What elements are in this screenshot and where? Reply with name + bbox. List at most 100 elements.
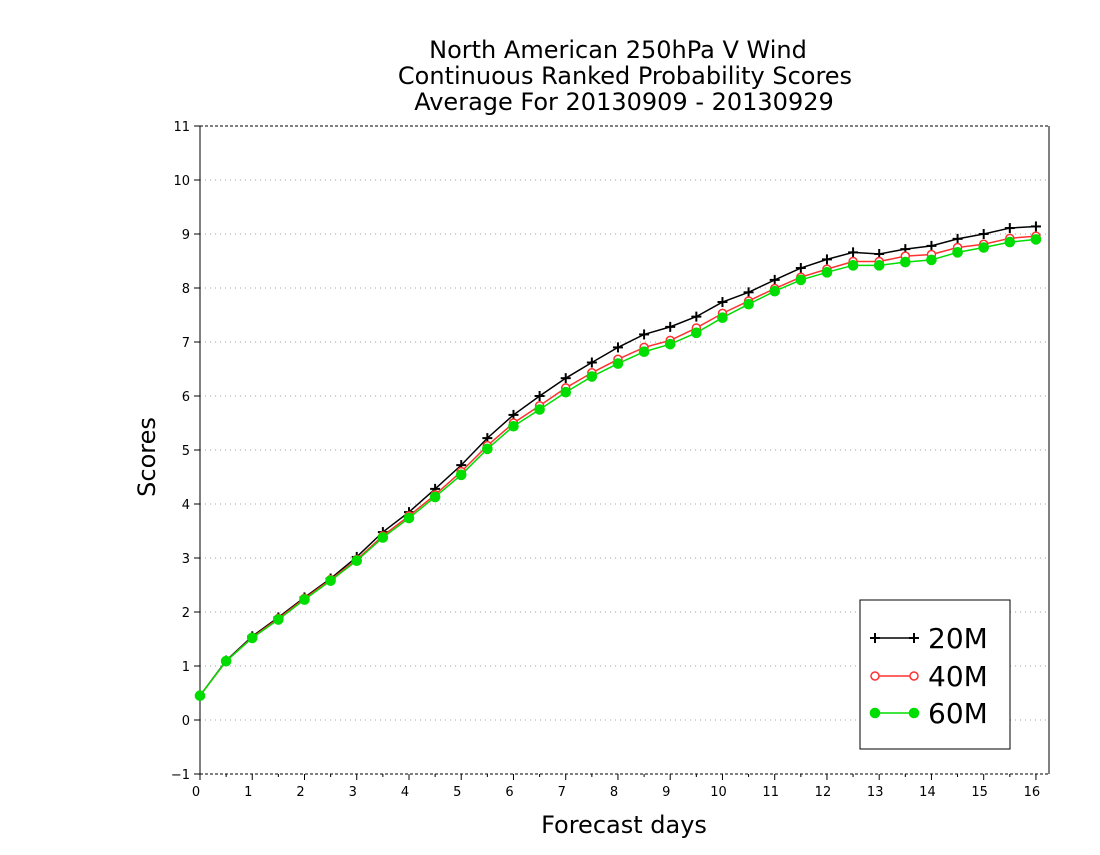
series-60M (194, 234, 1042, 702)
data-point-20M (691, 311, 702, 322)
data-point-20M (848, 247, 859, 258)
data-point-60M (377, 532, 389, 543)
data-point-60M (299, 594, 310, 605)
data-point-60M (455, 469, 467, 481)
data-point-60M (926, 254, 937, 266)
legend-item-40M: 40M (870, 660, 988, 693)
y-tick-label: 2 (182, 606, 190, 621)
data-point-20M (534, 391, 545, 401)
legend-label-60M: 60M (928, 697, 988, 730)
x-tick-label: 4 (401, 785, 409, 800)
data-point-20M (560, 373, 571, 384)
x-tick-label: 7 (558, 785, 566, 800)
y-tick-label: −1 (171, 768, 190, 783)
data-point-60M (691, 327, 702, 339)
data-point-20M (926, 240, 937, 251)
x-tick-label: 6 (505, 785, 513, 800)
data-point-60M (664, 338, 676, 350)
data-point-60M (743, 298, 754, 310)
data-point-60M (795, 274, 807, 286)
data-point-20M (639, 329, 650, 340)
data-point-60M (325, 575, 336, 586)
x-tick-label: 9 (662, 785, 670, 800)
legend: 20M 40M 60M (859, 599, 1011, 750)
data-point-20M (795, 263, 806, 274)
data-point-60M (1030, 234, 1042, 245)
data-point-60M (246, 632, 258, 644)
data-point-20M (769, 274, 780, 285)
data-point-60M (482, 443, 493, 455)
y-tick-label: 4 (182, 498, 190, 513)
x-tick-label: 14 (919, 785, 936, 800)
data-point-60M (769, 285, 781, 297)
data-point-60M (900, 256, 911, 268)
x-tick-label: 3 (349, 785, 357, 800)
x-tick-label: 11 (762, 785, 779, 800)
data-point-20M (665, 321, 676, 332)
x-tick-label: 15 (971, 785, 988, 800)
data-point-60M (978, 242, 989, 253)
data-point-60M (638, 346, 650, 358)
chart-title-line-2: Continuous Ranked Probability Scores (398, 62, 852, 90)
legend-label-20M: 20M (928, 622, 988, 655)
legend-item-60M: 60M (869, 697, 988, 730)
y-tick-label: 3 (182, 552, 190, 567)
legend-marker-start-60M (869, 707, 881, 719)
legend-marker-end-40M (909, 671, 919, 681)
y-tick-label: 8 (182, 282, 190, 297)
y-axis-label: Scores (133, 417, 161, 497)
legend-box (859, 599, 1011, 750)
data-point-60M (717, 312, 728, 324)
x-tick-label: 12 (815, 785, 832, 800)
x-tick-label: 10 (710, 785, 727, 800)
series-lines (194, 221, 1042, 702)
x-tick-label: 2 (296, 785, 304, 800)
chart-title-line-1: North American 250hPa V Wind (429, 36, 807, 64)
y-tick-label: 7 (182, 336, 190, 351)
legend-marker-start-40M (870, 671, 880, 681)
data-point-60M (847, 260, 859, 271)
y-tick-label: 0 (182, 714, 190, 729)
data-point-60M (952, 247, 963, 258)
y-tick-label: 11 (173, 120, 190, 135)
x-axis-label: Forecast days (541, 811, 707, 839)
data-point-60M (1004, 236, 1016, 248)
y-tick-label: 1 (182, 660, 190, 675)
x-tick-label: 0 (192, 785, 200, 800)
data-point-60M (612, 358, 624, 369)
y-tick-label: 9 (182, 228, 190, 243)
data-point-20M (1004, 223, 1015, 234)
y-tick-label: 5 (182, 444, 190, 459)
y-tick-label: 10 (173, 174, 190, 189)
data-point-60M (873, 260, 885, 271)
data-point-20M (952, 233, 963, 244)
data-point-20M (1030, 221, 1041, 232)
data-point-20M (743, 287, 754, 298)
legend-marker-end-20M (909, 633, 919, 643)
data-point-60M (429, 491, 441, 503)
data-point-60M (351, 555, 363, 567)
data-point-20M (821, 254, 832, 265)
legend-label-40M: 40M (928, 660, 988, 693)
x-tick-label: 8 (610, 785, 618, 800)
x-tick-label: 5 (453, 785, 461, 800)
data-point-20M (586, 357, 597, 368)
data-point-20M (717, 297, 728, 308)
data-point-60M (508, 420, 519, 432)
data-point-60M (586, 371, 598, 382)
data-point-60M (534, 404, 545, 415)
x-tick-label: 16 (1024, 785, 1041, 800)
data-point-60M (194, 690, 206, 702)
data-point-60M (821, 267, 833, 278)
y-tick-label: 6 (182, 390, 190, 405)
legend-marker-end-60M (908, 707, 920, 719)
data-point-60M (560, 386, 572, 398)
data-point-60M (273, 614, 284, 625)
legend-marker-start-20M (870, 633, 880, 643)
data-point-60M (220, 655, 232, 667)
chart-title: North American 250hPa V Wind Continuous … (398, 36, 852, 116)
data-point-20M (978, 229, 989, 239)
